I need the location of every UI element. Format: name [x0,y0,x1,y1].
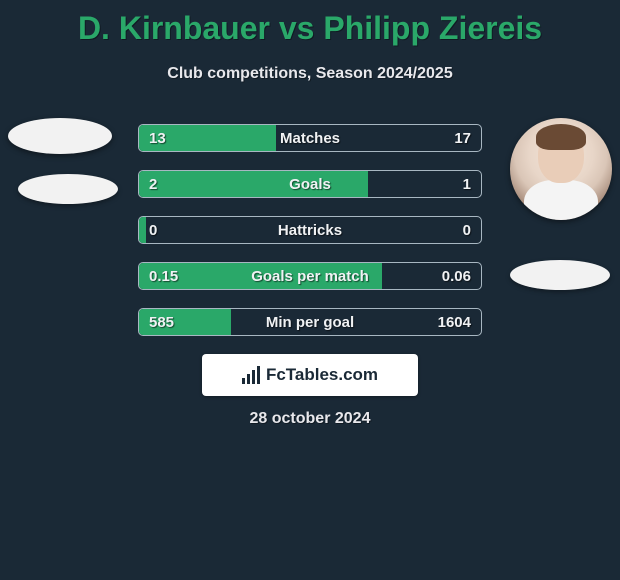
stat-label: Hattricks [139,217,481,244]
stat-right-value: 0 [463,217,471,244]
stat-row: 0.15 Goals per match 0.06 [138,262,482,290]
stat-label: Matches [139,125,481,152]
logo-text: FcTables.com [266,365,378,385]
stat-row: 13 Matches 17 [138,124,482,152]
stats-bars: 13 Matches 17 2 Goals 1 0 Hattricks 0 0.… [138,124,482,354]
player-left-block [8,118,118,204]
page-title: D. Kirnbauer vs Philipp Ziereis [0,0,620,47]
stat-row: 0 Hattricks 0 [138,216,482,244]
stat-row: 2 Goals 1 [138,170,482,198]
stat-right-value: 0.06 [442,263,471,290]
stat-right-value: 17 [454,125,471,152]
player-left-avatar [8,118,112,154]
stat-right-value: 1604 [438,309,471,336]
player-right-avatar [510,118,612,220]
stat-label: Goals [139,171,481,198]
player-left-club-badge [18,174,118,204]
stat-label: Min per goal [139,309,481,336]
subtitle: Club competitions, Season 2024/2025 [0,65,620,83]
bar-chart-icon [242,366,260,384]
stat-row: 585 Min per goal 1604 [138,308,482,336]
stat-label: Goals per match [139,263,481,290]
fctables-logo: FcTables.com [202,354,418,396]
stat-right-value: 1 [463,171,471,198]
date-label: 28 october 2024 [0,410,620,428]
player-right-block [510,118,612,290]
player-right-club-badge [510,260,610,290]
